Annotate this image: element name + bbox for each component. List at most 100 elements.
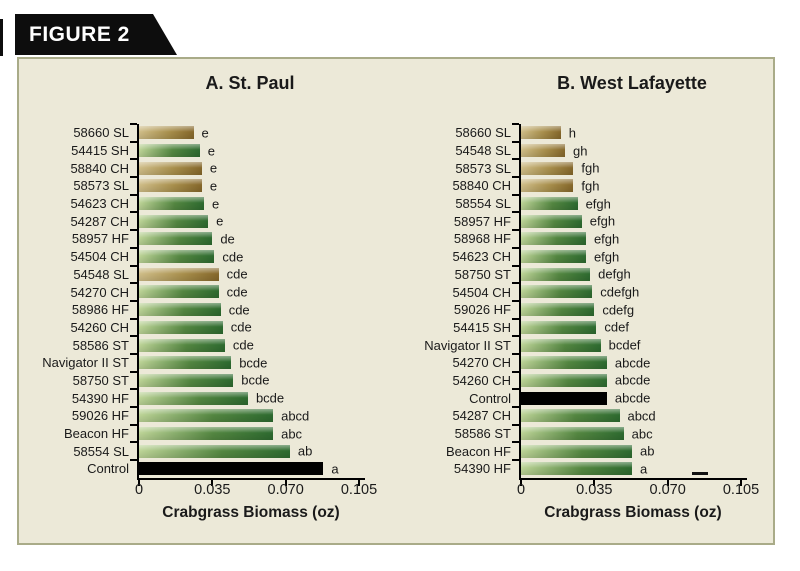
bar-59026-hf — [521, 303, 595, 317]
category-label: 54390 HF — [71, 390, 129, 406]
significance-letters: bcdef — [608, 337, 641, 353]
y-axis-tick — [130, 158, 137, 161]
chart-row: Beacon HF abc — [25, 423, 375, 443]
plot-area: ab — [130, 441, 375, 461]
category-label: 58968 HF — [453, 231, 511, 247]
significance-letters: abcde — [614, 372, 651, 388]
chart-row: 58573 SL fgh — [407, 158, 757, 178]
chart-title: B. West Lafayette — [557, 73, 707, 93]
bar-54260-ch — [139, 320, 223, 334]
category-label: 58554 SL — [73, 443, 129, 459]
bar-58840-ch — [139, 161, 202, 175]
significance-letters: h — [568, 125, 577, 141]
chart-row: Beacon HF ab — [407, 441, 757, 461]
plot-area: defgh — [512, 264, 757, 284]
plot-area: abcd — [130, 406, 375, 425]
y-axis-tick — [130, 441, 137, 444]
chart-row: 54504 CH cdefgh — [407, 282, 757, 301]
category-label: 54623 CH — [70, 196, 129, 212]
chart-row: 58750 ST defgh — [407, 264, 757, 284]
bar-58586-st — [521, 426, 624, 440]
significance-letters: fgh — [581, 178, 600, 194]
chart-row: 58554 SL ab — [25, 441, 375, 461]
chart-west-lafayette: B. West Lafayette 58660 SL h 54548 SL gh 585… — [407, 72, 759, 522]
bar-54390-hf — [521, 462, 632, 476]
figure-banner: FIGURE 2 — [15, 14, 177, 55]
plot-area: bcde — [130, 388, 375, 407]
x-axis — [137, 477, 365, 486]
plot-area: cde — [130, 282, 375, 301]
chart-row: 54548 SL cde — [25, 264, 375, 284]
category-label: Control — [469, 390, 511, 406]
chart-row: 58586 ST abc — [407, 423, 757, 443]
bar-58573-sl — [139, 179, 202, 193]
bar-58660-sl — [139, 126, 194, 140]
bar-beacon-hf — [521, 444, 632, 458]
category-label: 54260 CH — [70, 319, 129, 335]
significance-letters: bcde — [241, 372, 270, 388]
y-axis-tick — [512, 193, 519, 196]
x-axis-tick — [666, 479, 669, 486]
plot-area: abc — [512, 423, 757, 443]
chart-row: 54415 SH cdef — [407, 317, 757, 337]
significance-letters: abcde — [614, 355, 651, 371]
x-axis-tick — [358, 479, 360, 486]
plot-area: fgh — [512, 158, 757, 178]
bar-58750-st — [139, 373, 234, 387]
plot-area: efgh — [512, 229, 757, 248]
bar-58986-hf — [139, 303, 221, 317]
y-axis-tick — [130, 282, 137, 285]
y-axis-tick — [512, 335, 519, 338]
plot-area: de — [130, 229, 375, 248]
x-tick-label: 0.035 — [576, 481, 613, 498]
significance-letters: ab — [640, 443, 655, 459]
significance-letters: cdefgh — [600, 284, 640, 300]
significance-letters: cde — [222, 249, 244, 265]
significance-letters: a — [640, 461, 648, 477]
significance-letters: bcde — [239, 355, 268, 371]
significance-letters: e — [209, 178, 218, 194]
category-label: 58840 CH — [452, 178, 511, 194]
y-axis-tick — [130, 264, 137, 267]
x-tick-label: 0.070 — [649, 481, 686, 498]
y-axis-tick — [512, 211, 519, 214]
significance-letters: e — [209, 160, 218, 176]
y-axis-tick — [512, 317, 519, 320]
bar-58573-sl — [521, 161, 574, 175]
y-axis-tick — [130, 317, 137, 320]
significance-letters: cde — [230, 319, 252, 335]
y-axis-tick — [130, 140, 137, 143]
y-axis-tick — [512, 441, 519, 444]
y-axis-tick — [512, 299, 519, 302]
chart-row: 54287 CH abcd — [407, 406, 757, 425]
chart-row: 58957 HF de — [25, 229, 375, 248]
significance-letters: efgh — [593, 249, 620, 265]
y-axis-tick — [512, 370, 519, 373]
plot-area: bcdef — [512, 335, 757, 354]
category-label: 58586 ST — [454, 426, 511, 442]
y-axis-tick — [130, 246, 137, 249]
bar-navigator-ii-st — [139, 356, 232, 370]
y-axis-tick — [512, 140, 519, 143]
category-label: 54287 CH — [70, 213, 129, 229]
y-axis-tick — [512, 123, 519, 125]
plot-area: cdefgh — [512, 282, 757, 301]
page-edge-mark — [0, 19, 3, 56]
plot-area: ab — [512, 441, 757, 461]
category-label: Beacon HF — [63, 426, 129, 442]
chart-row: 54270 CH cde — [25, 282, 375, 301]
bar-58554-sl — [139, 444, 290, 458]
significance-letters: defgh — [598, 266, 631, 282]
bar-54415-sh — [139, 143, 200, 157]
significance-letters: gh — [573, 143, 588, 159]
significance-letters: cde — [226, 284, 248, 300]
y-axis-tick — [130, 352, 137, 355]
bar-54287-ch — [521, 409, 620, 423]
y-axis-tick — [512, 176, 519, 179]
significance-letters: cde — [226, 266, 248, 282]
significance-letters: efgh — [589, 213, 616, 229]
y-axis-tick — [512, 282, 519, 285]
chart-row: 58840 CH fgh — [407, 176, 757, 195]
significance-letters: abc — [281, 426, 303, 442]
x-tick-label: 0.035 — [194, 481, 231, 498]
